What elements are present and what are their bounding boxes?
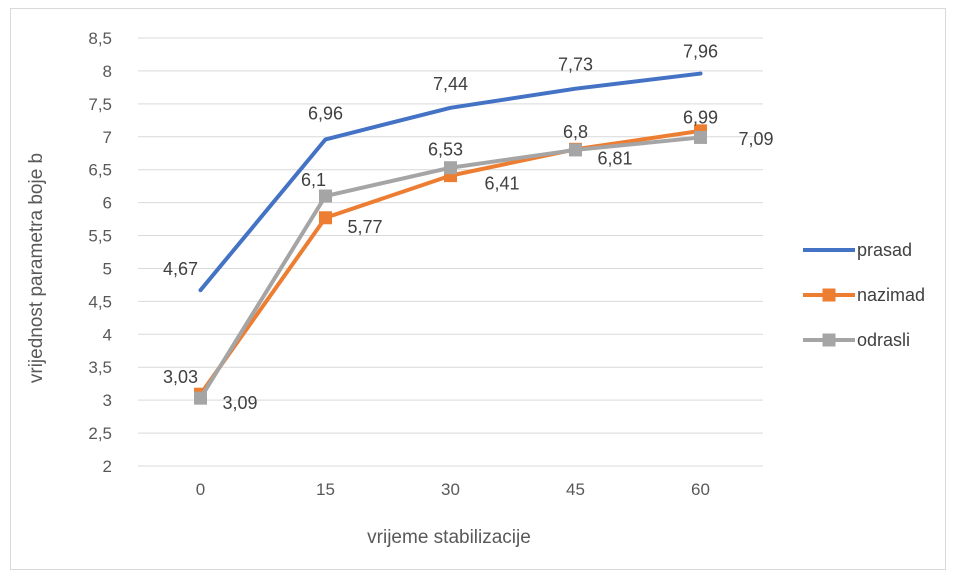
- y-tick-label: 3: [103, 391, 112, 410]
- x-tick-label: 0: [196, 480, 205, 499]
- legend-label-nazimad: nazimad: [857, 285, 925, 305]
- data-point-odrasli: [319, 189, 332, 203]
- data-point-odrasli: [569, 143, 582, 157]
- series-line-prasad: [198, 71, 703, 293]
- data-point-odrasli: [194, 391, 207, 405]
- y-tick-label: 7,5: [88, 95, 112, 114]
- data-label-nazimad: 7,09: [739, 129, 774, 149]
- x-tick-label: 60: [691, 480, 710, 499]
- y-tick-label: 7: [103, 128, 112, 147]
- data-label-nazimad: 6,41: [485, 174, 520, 194]
- data-point-nazimad: [319, 211, 332, 225]
- x-axis-ticks: 0 15 30 45 60: [196, 480, 710, 499]
- data-label-odrasli: 3,03: [163, 367, 198, 387]
- data-labels: 4,67 6,96 7,44 7,73 7,96 3,09 5,77 6,41 6,81 7,09…: [163, 42, 774, 414]
- y-tick-label: 2,5: [88, 424, 112, 443]
- data-point-odrasli: [444, 161, 457, 175]
- y-tick-label: 6,5: [88, 161, 112, 180]
- x-axis-title: vrijeme stabilizacije: [367, 527, 531, 548]
- legend-label-odrasli: odrasli: [857, 330, 910, 350]
- legend-marker-nazimad: [822, 288, 836, 302]
- data-label-odrasli: 6,53: [428, 140, 463, 160]
- y-tick-label: 2: [103, 457, 112, 476]
- y-tick-label: 3,5: [88, 358, 112, 377]
- y-axis-ticks: 2 2,5 3 3,5 4 4,5 5 5,5 6 6,5 7 7,5 8 8,5: [88, 29, 112, 476]
- legend-marker-odrasli: [822, 333, 836, 347]
- legend-label-prasad: prasad: [857, 240, 912, 260]
- y-tick-label: 4,5: [88, 292, 112, 311]
- data-label-nazimad: 6,81: [598, 148, 633, 168]
- data-label-nazimad: 5,77: [348, 217, 383, 237]
- legend: prasad nazimad odrasli: [803, 240, 925, 350]
- series-layer: [194, 71, 707, 405]
- data-label-prasad: 4,67: [163, 259, 198, 279]
- chart-frame: [10, 8, 946, 570]
- y-tick-label: 6: [103, 194, 112, 213]
- data-label-prasad: 7,73: [558, 55, 593, 75]
- data-label-odrasli: 6,1: [301, 170, 326, 190]
- y-tick-label: 4: [103, 325, 112, 344]
- x-tick-label: 30: [441, 480, 460, 499]
- y-tick-label: 8,5: [88, 29, 112, 48]
- x-tick-label: 15: [316, 480, 335, 499]
- data-label-odrasli: 6,8: [563, 122, 588, 142]
- y-tick-label: 5: [103, 259, 112, 278]
- x-tick-label: 45: [566, 480, 585, 499]
- data-label-nazimad: 3,09: [223, 393, 258, 413]
- data-label-prasad: 6,96: [308, 103, 343, 123]
- data-label-odrasli: 6,99: [683, 107, 718, 127]
- data-label-prasad: 7,96: [683, 42, 718, 62]
- y-axis-title: vrijednost parametra boje b: [26, 153, 47, 383]
- y-tick-label: 5,5: [88, 227, 112, 246]
- data-point-odrasli: [694, 130, 707, 144]
- y-tick-label: 8: [103, 62, 112, 81]
- data-label-prasad: 7,44: [433, 74, 468, 94]
